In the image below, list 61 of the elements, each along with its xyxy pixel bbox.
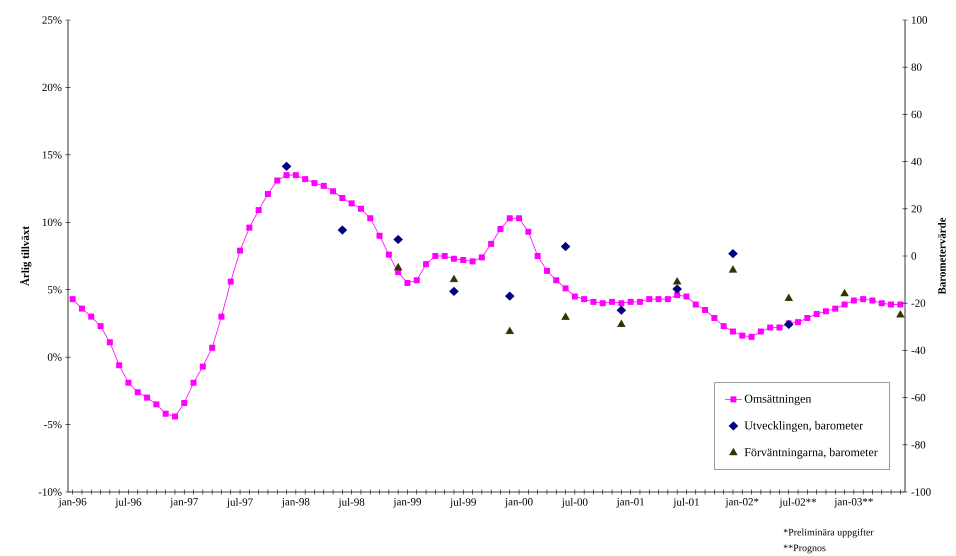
point xyxy=(394,263,402,270)
y2-tick-label: -40 xyxy=(911,346,926,354)
point xyxy=(561,312,570,320)
point xyxy=(840,288,849,296)
legend-label: Omsättningen xyxy=(744,394,812,406)
point xyxy=(896,310,905,318)
point xyxy=(784,294,793,301)
x-tick-label: jan-03** xyxy=(834,498,873,508)
x-tick-label: jul-97 xyxy=(226,498,253,508)
y2-tick-label: 60 xyxy=(912,110,922,118)
x-tick-label: jan-97 xyxy=(170,498,198,508)
point xyxy=(672,284,682,294)
x-tick-label: jan-96 xyxy=(58,498,86,508)
point xyxy=(560,242,570,252)
point xyxy=(393,234,403,244)
y2-tick-label: -100 xyxy=(911,488,931,496)
legend-label: Utvecklingen, barometer xyxy=(744,421,864,432)
text: **Prognos xyxy=(784,544,826,554)
y-axis-title: Årlig tillväxt xyxy=(20,226,32,286)
y2-tick-label: -60 xyxy=(911,394,926,402)
point xyxy=(449,286,459,296)
x-tick-label: jul-02** xyxy=(779,498,816,508)
x-tick-label: jan-99 xyxy=(393,498,422,508)
point xyxy=(504,292,515,301)
point xyxy=(728,265,738,273)
point xyxy=(617,320,626,327)
point xyxy=(616,306,626,315)
point xyxy=(506,326,514,334)
x-tick-label: jan-98 xyxy=(282,498,310,508)
y-tick-label: 0% xyxy=(48,353,62,361)
point xyxy=(450,274,458,282)
y2-tick-label: 20 xyxy=(912,205,922,212)
y-tick-label: -5% xyxy=(44,420,62,428)
y-tick-label: -10% xyxy=(38,488,62,496)
point xyxy=(672,277,682,284)
x-tick-label: jul-00 xyxy=(561,498,588,508)
y2-tick-label: 80 xyxy=(911,64,922,71)
x-tick-label: jan-00 xyxy=(504,498,533,508)
x-tick-label: jan-02* xyxy=(725,498,758,508)
text: *Preliminära uppgifter xyxy=(784,528,874,538)
y2-tick-label: 100 xyxy=(912,16,928,24)
y-tick-label: 5% xyxy=(48,286,62,294)
y2-tick-label: -80 xyxy=(911,441,926,448)
y2-tick-label: 0 xyxy=(911,252,916,260)
y2-tick-label: 40 xyxy=(911,158,922,166)
x-tick-label: jan-01 xyxy=(616,498,644,508)
x-tick-label: jul-01 xyxy=(673,498,699,508)
x-tick-label: jul-96 xyxy=(115,498,142,508)
y-tick-label: 20% xyxy=(42,84,62,92)
y-tick-label: 15% xyxy=(42,151,62,159)
x-tick-label: jul-99 xyxy=(450,498,476,508)
legend-label: Förväntningarna, barometer xyxy=(744,448,878,459)
y2-axis-title: Barometervärde xyxy=(938,218,946,294)
point xyxy=(338,225,348,235)
y2-tick-label: -20 xyxy=(911,300,926,307)
y-tick-label: 25% xyxy=(42,16,62,24)
point xyxy=(728,249,738,258)
x-tick-label: jul-98 xyxy=(338,498,364,508)
point xyxy=(784,320,794,330)
y-tick-label: 10% xyxy=(42,218,62,226)
point xyxy=(282,162,292,171)
